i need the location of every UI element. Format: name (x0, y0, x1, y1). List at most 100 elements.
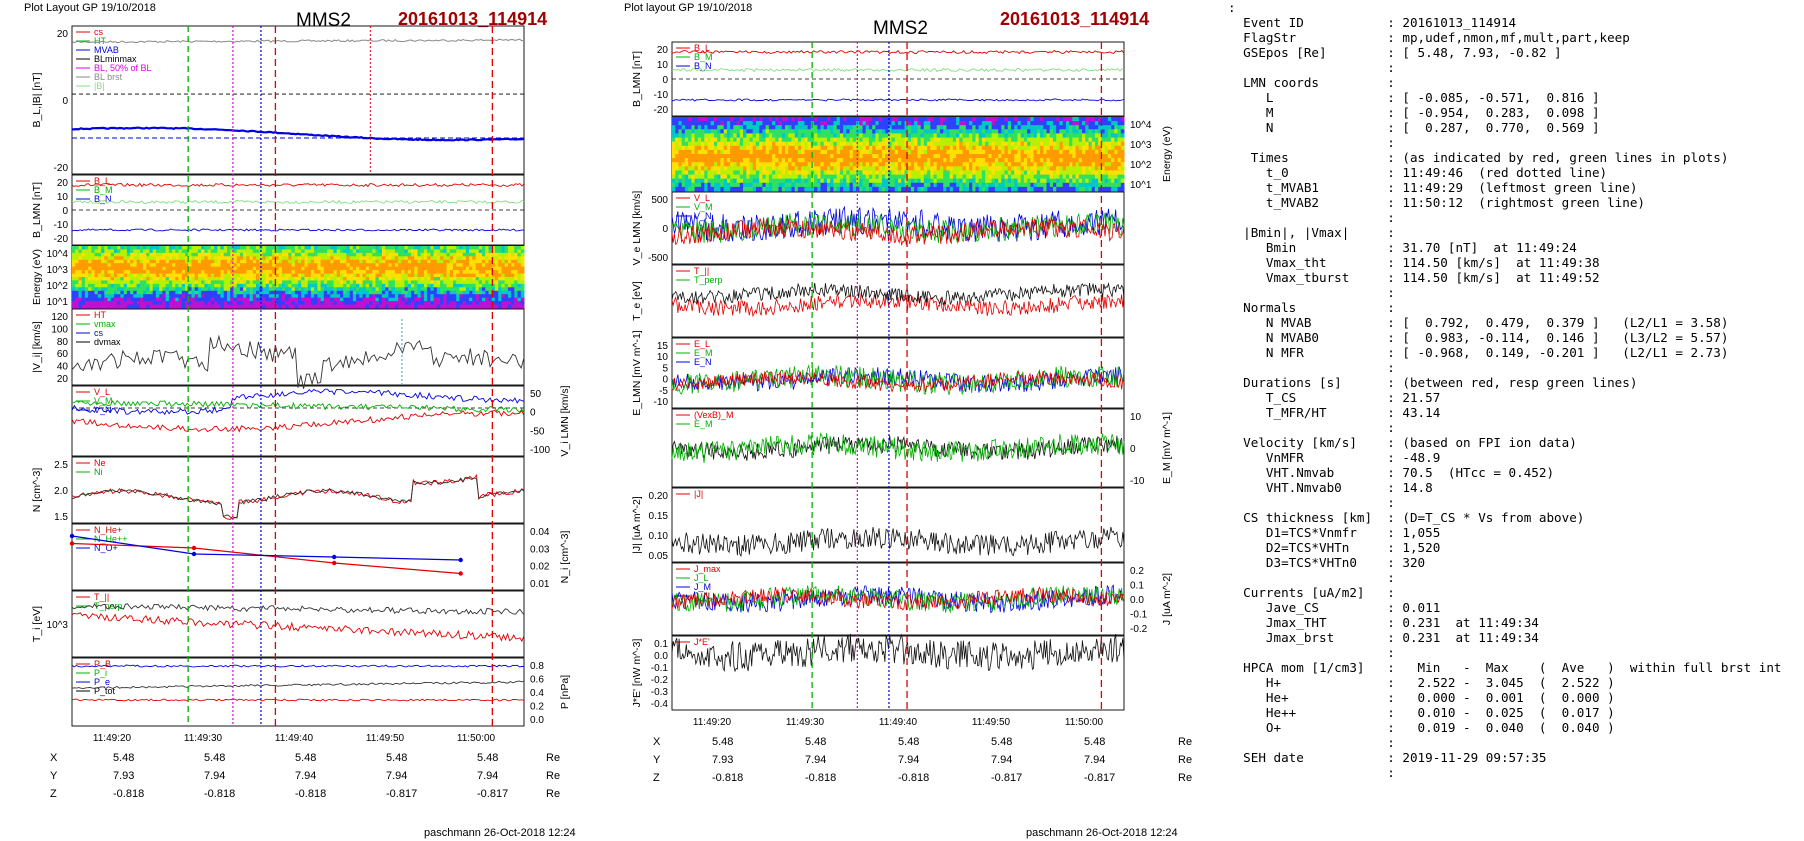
electron-spectrogram-cell (678, 133, 683, 138)
electron-spectrogram-cell (1104, 121, 1109, 126)
ion-spectrogram-cell (214, 266, 218, 271)
electron-spectrogram-cell (701, 162, 705, 167)
electron-spectrogram-cell (681, 170, 686, 175)
electron-spectrogram-cell (707, 121, 712, 126)
ion-spectrogram-cell (152, 283, 157, 288)
electron-spectrogram-cell (804, 166, 809, 171)
electron-spectrogram-cell (720, 117, 725, 122)
electron-spectrogram-cell (691, 125, 696, 130)
ion-spectrogram-cell (340, 246, 344, 250)
electron-spectrogram-cell (1091, 117, 1096, 122)
ion-spectrogram-cell (130, 290, 134, 295)
ion-spectrogram-cell (114, 266, 118, 271)
ion-spectrogram-cell (288, 252, 292, 257)
ion-spectrogram-cell (78, 297, 83, 302)
ion-spectrogram-cell (465, 273, 470, 278)
electron-spectrogram-cell (827, 158, 831, 163)
electron-spectrogram-cell (681, 158, 686, 163)
electron-spectrogram-cell (1082, 133, 1086, 138)
ion-spectrogram-cell (285, 301, 289, 305)
ion-spectrogram-cell (249, 304, 254, 309)
ion-spectrogram-cell (465, 294, 470, 299)
ion-spectrogram-cell (411, 259, 415, 264)
electron-spectrogram-cell (752, 125, 757, 130)
ion-spectrogram-cell (197, 246, 202, 250)
electron-spectrogram-cell (1017, 125, 1022, 130)
pos-value: -0.817 (386, 788, 418, 800)
ion-spectrogram-cell (259, 259, 263, 264)
ion-spectrogram-cell (252, 270, 257, 274)
ion-spectrogram-cell (194, 270, 199, 274)
ion-spectrogram-cell (310, 301, 315, 305)
ion-spectrogram-cell (91, 304, 96, 309)
electron-spectrogram-cell (875, 178, 880, 184)
ion-spectrogram-cell (511, 252, 515, 257)
ion-spectrogram-cell (252, 290, 257, 295)
ion-spectrogram-cell (110, 246, 115, 250)
ion-spectrogram-cell (310, 270, 315, 274)
electron-spectrogram-cell (923, 141, 928, 147)
electron-spectrogram-cell (1056, 129, 1060, 134)
electron-spectrogram-cell (1053, 158, 1057, 163)
electron-spectrogram-cell (688, 158, 692, 163)
electron-spectrogram-cell (1111, 117, 1115, 122)
ion-spectrogram-cell (420, 259, 425, 264)
ion-spectrogram-cell (433, 270, 438, 274)
ytick-label-B_LMN: -10 (654, 90, 669, 101)
electron-spectrogram-cell (791, 121, 796, 126)
ion-spectrogram-cell (436, 290, 441, 295)
electron-spectrogram-cell (1056, 158, 1060, 163)
ion-spectrogram-cell (291, 270, 296, 274)
electron-spectrogram-cell (672, 149, 676, 155)
ion-spectrogram-cell (233, 294, 238, 299)
ion-spectrogram-cell (440, 246, 444, 250)
ion-spectrogram-cell (436, 294, 441, 299)
ion-spectrogram-cell (162, 273, 167, 278)
electron-spectrogram-cell (930, 178, 934, 184)
electron-spectrogram-cell (707, 149, 712, 155)
electron-spectrogram-cell (1065, 145, 1070, 151)
electron-spectrogram-cell (720, 149, 725, 155)
ion-spectrogram-cell (91, 256, 96, 261)
ion-spectrogram-cell (320, 277, 325, 281)
ion-spectrogram-cell (107, 252, 112, 257)
ion-spectrogram-cell (178, 297, 183, 302)
ion-spectrogram-cell (268, 297, 273, 302)
ion-spectrogram-cell (465, 277, 470, 281)
ion-spectrogram-cell (436, 263, 441, 268)
electron-spectrogram-cell (1120, 137, 1125, 143)
electron-spectrogram-cell (910, 141, 915, 147)
ion-spectrogram-cell (314, 301, 318, 305)
electron-spectrogram-cell (830, 166, 834, 171)
ion-spectrogram-cell (459, 277, 464, 281)
ion-spectrogram-cell (146, 249, 150, 254)
electron-spectrogram-cell (1020, 145, 1025, 151)
ion-spectrogram-cell (411, 280, 415, 285)
electron-spectrogram-cell (720, 141, 725, 147)
ion-spectrogram-cell (120, 294, 125, 299)
electron-spectrogram-cell (843, 162, 847, 167)
electron-spectrogram-cell (714, 117, 718, 122)
ion-spectrogram-cell (514, 249, 518, 254)
electron-spectrogram-cell (1043, 154, 1047, 159)
ion-spectrogram-cell (323, 304, 328, 309)
ion-spectrogram-cell (233, 273, 238, 278)
electron-spectrogram-cell (865, 158, 870, 163)
electron-spectrogram-cell (956, 158, 960, 163)
ion-spectrogram-cell (117, 249, 121, 254)
electron-spectrogram-cell (978, 117, 983, 122)
ion-spectrogram-cell (507, 252, 512, 257)
electron-spectrogram-cell (927, 133, 931, 138)
electron-spectrogram-cell (985, 145, 989, 151)
ion-spectrogram-cell (272, 290, 276, 295)
electron-spectrogram-cell (775, 170, 779, 175)
ion-spectrogram-cell (520, 263, 525, 268)
electron-spectrogram-cell (785, 178, 789, 184)
ion-spectrogram-cell (217, 266, 221, 271)
electron-spectrogram-cell (1020, 129, 1025, 134)
ion-spectrogram-cell (346, 290, 351, 295)
electron-spectrogram-cell (920, 141, 925, 147)
electron-spectrogram-cell (1065, 154, 1070, 159)
ion-spectrogram-cell (285, 290, 289, 295)
electron-spectrogram-cell (878, 137, 883, 143)
